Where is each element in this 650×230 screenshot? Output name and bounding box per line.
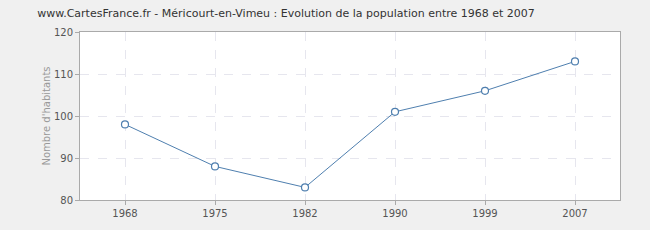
svg-text:80: 80: [60, 195, 73, 206]
svg-text:110: 110: [54, 69, 73, 80]
svg-text:1968: 1968: [112, 208, 137, 219]
svg-text:1999: 1999: [472, 208, 497, 219]
svg-text:Nombre d'habitants: Nombre d'habitants: [41, 66, 52, 165]
svg-text:1982: 1982: [292, 208, 317, 219]
svg-text:www.CartesFrance.fr - Méricour: www.CartesFrance.fr - Méricourt-en-Vimeu…: [37, 7, 535, 20]
svg-text:100: 100: [54, 111, 73, 122]
svg-text:1990: 1990: [382, 208, 407, 219]
svg-text:2007: 2007: [562, 208, 587, 219]
svg-text:120: 120: [54, 27, 73, 38]
svg-text:1975: 1975: [202, 208, 227, 219]
svg-text:90: 90: [60, 153, 73, 164]
